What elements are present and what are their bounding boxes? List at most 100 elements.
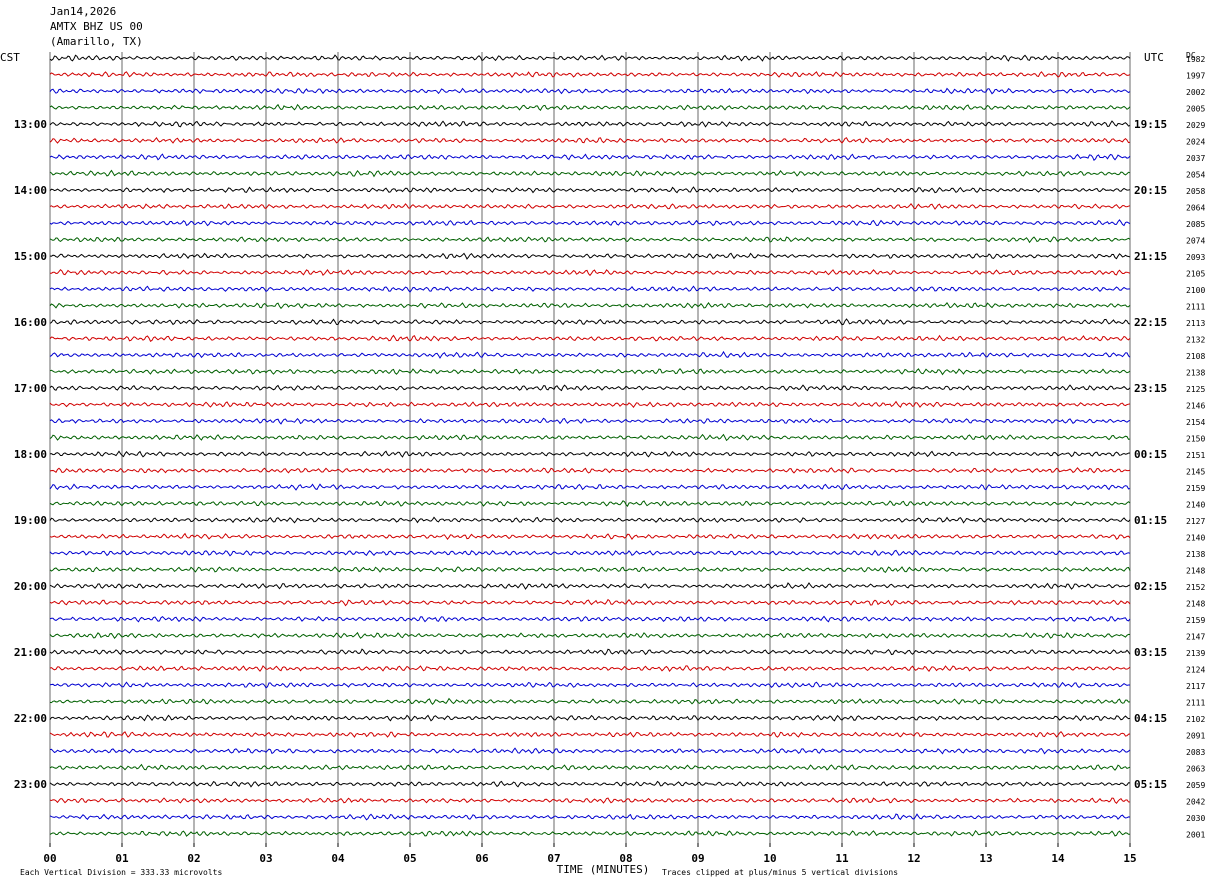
dc-value-label: 2148 <box>1186 600 1205 609</box>
dc-value-label: 2102 <box>1186 715 1205 724</box>
utc-hour-label: 19:15 <box>1134 118 1167 131</box>
seismic-trace <box>49 747 1131 755</box>
cst-hour-label: 16:00 <box>14 316 47 329</box>
dc-value-label: 2139 <box>1186 649 1205 658</box>
utc-hour-label: 05:15 <box>1134 778 1167 791</box>
seismic-trace <box>49 236 1131 244</box>
dc-value-label: 2030 <box>1186 814 1205 823</box>
seismic-trace <box>49 648 1131 656</box>
x-tick-label: 07 <box>547 852 560 865</box>
seismic-trace <box>49 400 1131 409</box>
dc-value-label: 2058 <box>1186 187 1205 196</box>
dc-value-label: 2147 <box>1186 633 1205 642</box>
seismic-trace <box>49 169 1131 178</box>
seismic-trace <box>49 384 1131 392</box>
seismic-trace <box>49 566 1131 574</box>
seismic-trace <box>49 137 1131 144</box>
cst-hour-label: 13:00 <box>14 118 47 131</box>
seismic-trace <box>49 153 1131 161</box>
cst-hour-label: 14:00 <box>14 184 47 197</box>
dc-value-label: 2100 <box>1186 286 1205 295</box>
dc-value-label: 2113 <box>1186 319 1205 328</box>
x-tick-label: 05 <box>403 852 416 865</box>
x-tick-label: 01 <box>115 852 129 865</box>
seismic-trace <box>49 186 1131 194</box>
seismic-trace <box>49 203 1131 210</box>
seismic-trace <box>49 54 1131 62</box>
header-station: AMTX BHZ US 00 <box>50 20 143 33</box>
dc-value-label: 2105 <box>1186 270 1205 279</box>
seismic-trace <box>49 665 1131 673</box>
x-tick-label: 00 <box>43 852 56 865</box>
seismic-trace <box>49 582 1131 590</box>
dc-value-label: 2085 <box>1186 220 1205 229</box>
seismic-trace <box>49 532 1131 540</box>
scale-footnote: Each Vertical Division = 333.33 microvol… <box>20 868 222 877</box>
x-tick-label: 12 <box>907 852 920 865</box>
cst-hour-label: 21:00 <box>14 646 47 659</box>
dc-value-label: 2145 <box>1186 468 1205 477</box>
dc-value-label: 2029 <box>1186 121 1205 130</box>
dc-value-label: 2083 <box>1186 748 1205 757</box>
clip-footnote: Traces clipped at plus/minus 5 vertical … <box>662 868 898 877</box>
x-tick-label: 15 <box>1123 852 1136 865</box>
left-axis-label: CST <box>0 51 20 64</box>
x-axis-title: TIME (MINUTES) <box>557 863 650 876</box>
seismic-trace <box>49 467 1131 474</box>
header-location: (Amarillo, TX) <box>50 35 143 48</box>
dc-value-label: 2159 <box>1186 484 1205 493</box>
dc-value-label: 2054 <box>1186 171 1205 180</box>
seismic-trace <box>49 813 1131 821</box>
seismic-trace <box>49 368 1131 376</box>
cst-hour-label: 22:00 <box>14 712 47 725</box>
dc-value-label: 2059 <box>1186 781 1205 790</box>
seismic-trace <box>49 103 1131 112</box>
right-axis-label: UTC <box>1144 51 1164 64</box>
dc-value-label: 2159 <box>1186 616 1205 625</box>
utc-hour-label: 00:15 <box>1134 448 1167 461</box>
seismic-trace <box>49 268 1131 277</box>
header-date: Jan14,2026 <box>50 5 117 18</box>
utc-hour-label: 22:15 <box>1134 316 1167 329</box>
seismic-trace <box>49 830 1131 837</box>
dc-value-label: 2146 <box>1186 402 1205 411</box>
utc-hour-label: 21:15 <box>1134 250 1167 263</box>
seismic-trace <box>49 615 1131 623</box>
dc-value-label: 2151 <box>1186 451 1205 460</box>
seismic-trace <box>49 318 1131 326</box>
x-tick-label: 08 <box>619 852 632 865</box>
seismic-trace <box>49 697 1131 706</box>
utc-hour-label: 23:15 <box>1134 382 1167 395</box>
seismic-trace <box>49 797 1131 805</box>
x-tick-label: 02 <box>187 852 200 865</box>
dc-value-label: 2154 <box>1186 418 1205 427</box>
dc-value-label: 2005 <box>1186 105 1205 114</box>
seismic-trace <box>49 780 1131 788</box>
seismic-trace <box>49 483 1131 491</box>
seismic-trace <box>49 714 1131 722</box>
x-tick-label: 09 <box>691 852 704 865</box>
cst-hour-label: 20:00 <box>14 580 47 593</box>
dc-value-label: 2108 <box>1186 352 1205 361</box>
seismic-trace <box>49 598 1131 607</box>
x-tick-label: 06 <box>475 852 489 865</box>
dc-value-label: 2093 <box>1186 253 1205 262</box>
cst-hour-label: 23:00 <box>14 778 47 791</box>
seismic-trace <box>49 87 1131 95</box>
dc-value-label: 2111 <box>1186 303 1205 312</box>
dc-value-label: 2150 <box>1186 435 1205 444</box>
seismic-trace <box>49 549 1131 557</box>
dc-column-label: DC <box>1186 51 1196 60</box>
seismic-trace <box>49 730 1131 738</box>
seismic-trace <box>49 417 1131 425</box>
dc-value-label: 2148 <box>1186 567 1205 576</box>
dc-value-label: 2074 <box>1186 237 1205 246</box>
x-tick-label: 13 <box>979 852 992 865</box>
dc-value-label: 1982 <box>1186 55 1205 64</box>
dc-value-label: 2002 <box>1186 88 1205 97</box>
x-tick-label: 11 <box>835 852 849 865</box>
seismic-trace <box>49 285 1131 293</box>
x-tick-label: 04 <box>331 852 345 865</box>
dc-value-label: 2127 <box>1186 517 1205 526</box>
dc-value-label: 2111 <box>1186 699 1205 708</box>
